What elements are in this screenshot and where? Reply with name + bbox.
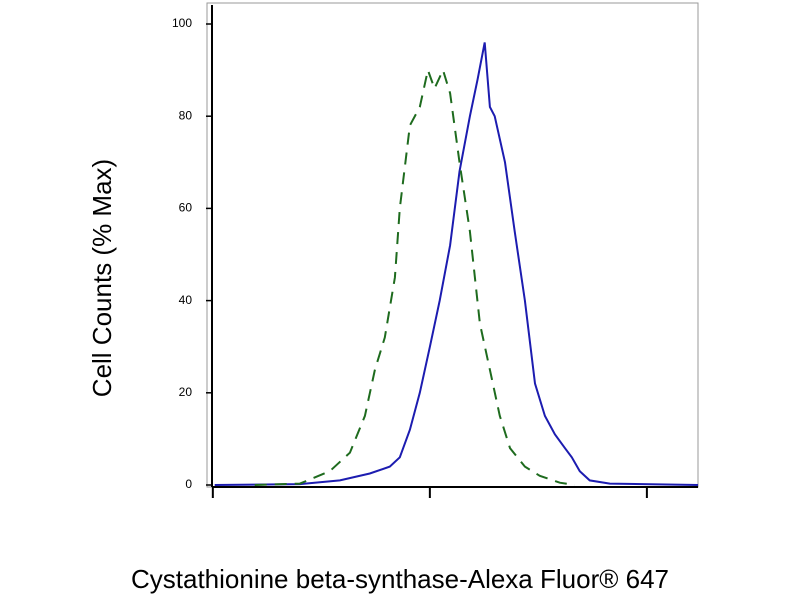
plot-frame — [206, 2, 699, 488]
series-line — [254, 66, 575, 486]
y-tick-label: 80 — [179, 108, 193, 122]
y-tick-label: 60 — [179, 201, 193, 215]
y-axis-title: Cell Counts (% Max) — [87, 159, 117, 397]
y-tick-label: 40 — [179, 293, 193, 307]
series-line — [214, 42, 699, 486]
y-tick-label: 100 — [172, 16, 192, 30]
y-tick-label: 20 — [179, 385, 193, 399]
y-tick-label: 0 — [185, 477, 192, 491]
x-axis-title: Cystathionine beta-synthase-Alexa Fluor®… — [131, 564, 669, 594]
